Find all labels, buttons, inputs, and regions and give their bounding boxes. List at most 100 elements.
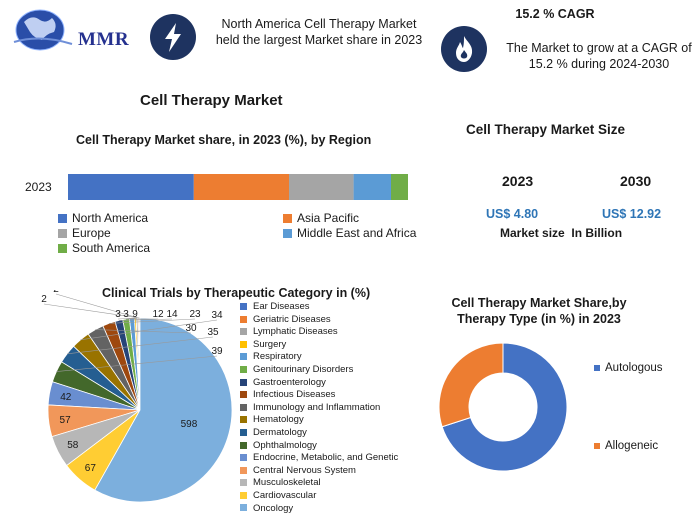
- region-legend-swatch: [283, 214, 292, 224]
- trials-leader-line: [118, 318, 173, 321]
- trials-legend-label: Musculoskeletal: [253, 477, 321, 489]
- trials-slice-oncology: [94, 317, 233, 503]
- legend-autologous-label: Autologous: [605, 362, 663, 374]
- trials-leader-line: [108, 318, 196, 324]
- year-2023-label: 2023: [502, 173, 534, 189]
- trials-leader-line: [95, 329, 192, 334]
- trials-legend-central-nervous-system: Central Nervous System: [240, 465, 400, 478]
- trials-legend-endocrine-metabolic-and-genetic: Endocrine, Metabolic, and Genetic: [240, 452, 400, 465]
- region-legend-label: South America: [72, 241, 151, 255]
- trials-legend-label: Gastroenterology: [253, 376, 326, 388]
- globe-icon: [13, 9, 73, 51]
- trials-legend-swatch: [240, 403, 247, 411]
- cagr-text: The Market to grow at a CAGR of 15.2 % d…: [506, 41, 692, 71]
- legend-allogeneic-label: Allogeneic: [605, 440, 659, 452]
- trials-value-geriatric-diseases: 2: [53, 290, 59, 295]
- flame-icon: [441, 26, 487, 72]
- trials-legend-swatch: [240, 328, 247, 336]
- region-chart-title: Cell Therapy Market share, in 2023 (%), …: [76, 133, 372, 147]
- trials-legend-label: Ear Diseases: [253, 301, 310, 312]
- region-legend-swatch: [58, 214, 67, 224]
- trials-value-central-nervous-system: 57: [60, 415, 72, 426]
- legend-allogeneic: Allogeneic: [594, 440, 658, 452]
- region-legend-swatch: [58, 244, 67, 254]
- trials-legend-label: Oncology: [253, 502, 294, 514]
- region-bar-north-america: [68, 174, 194, 200]
- trials-value-oncology: 598: [181, 419, 198, 430]
- region-legend-swatch: [283, 229, 292, 239]
- trials-legend-swatch: [240, 315, 247, 323]
- trials-legend-swatch: [240, 504, 247, 512]
- trials-legend-hematology: Hematology: [240, 414, 400, 427]
- trials-legend-genitourinary-disorders: Genitourinary Disorders: [240, 364, 400, 377]
- trials-legend-label: Genitourinary Disorders: [253, 363, 354, 375]
- clinical-trials-title: Clinical Trials by Therapeutic Category …: [102, 286, 371, 300]
- trials-value-cardiovascular: 67: [85, 463, 97, 474]
- region-bar-europe: [289, 174, 354, 200]
- trials-legend-ear-diseases: Ear Diseases: [240, 301, 400, 314]
- value-2030: US$ 12.92: [602, 207, 662, 221]
- trials-value-dermatology: 35: [207, 327, 219, 338]
- trials-leader-line: [67, 336, 214, 355]
- trials-legend-respiratory: Respiratory: [240, 351, 400, 364]
- region-legend-north-america: North America: [58, 211, 148, 225]
- trials-legend-label: Hematology: [253, 414, 304, 426]
- trials-value-ear-diseases: 2: [41, 294, 47, 305]
- clinical-trials-pie: 223391214233034353942575867598: [41, 290, 233, 503]
- region-bar-south-america: [391, 174, 408, 200]
- trials-legend-swatch: [240, 479, 247, 487]
- trials-legend-swatch: [240, 428, 247, 436]
- trials-legend-gastroenterology: Gastroenterology: [240, 377, 400, 390]
- region-legend-middle-east-and-africa: Middle East and Africa: [283, 226, 416, 240]
- trials-value-hematology: 34: [211, 310, 223, 321]
- year-2030-label: 2030: [620, 173, 652, 189]
- trials-legend-geriatric-diseases: Geriatric Diseases: [240, 314, 400, 327]
- trials-legend-swatch: [240, 378, 247, 386]
- trials-legend-label: Geriatric Diseases: [253, 313, 331, 325]
- trials-legend-label: Dermatology: [253, 426, 307, 438]
- trials-legend-label: Cardiovascular: [253, 489, 317, 501]
- trials-value-immunology-and-inflammation: 30: [185, 323, 197, 334]
- trials-value-ophthalmology: 39: [211, 346, 223, 357]
- trials-value-musculoskeletal: 58: [67, 440, 79, 451]
- region-legend-south-america: South America: [58, 241, 150, 255]
- trials-legend-label: Respiratory: [253, 351, 302, 363]
- logo-text: MMR: [78, 29, 130, 50]
- trials-legend-swatch: [240, 491, 247, 499]
- trials-value-lymphatic-diseases: 3: [115, 309, 121, 320]
- trials-legend-label: Immunology and Inflammation: [253, 401, 381, 413]
- trials-legend-label: Surgery: [253, 338, 287, 350]
- trials-legend-swatch: [240, 454, 247, 462]
- trials-legend-surgery: Surgery: [240, 339, 400, 352]
- trials-legend-musculoskeletal: Musculoskeletal: [240, 477, 400, 490]
- region-legend-europe: Europe: [58, 226, 111, 240]
- bolt-icon: [150, 14, 196, 60]
- trials-leader-line: [55, 293, 139, 319]
- trials-value-surgery: 3: [123, 309, 129, 320]
- trials-legend-swatch: [240, 340, 247, 348]
- region-legend-asia-pacific: Asia Pacific: [283, 211, 359, 225]
- therapy-type-donut: [438, 342, 568, 472]
- region-legend-label: Europe: [72, 226, 111, 240]
- donut-slice-autologous: [441, 342, 568, 472]
- trials-legend-swatch: [240, 466, 247, 474]
- cagr-title: 15.2 % CAGR: [515, 7, 595, 21]
- region-legend-label: Asia Pacific: [297, 211, 360, 225]
- region-legend-swatch: [58, 229, 67, 239]
- region-legend-label: Middle East and Africa: [297, 226, 417, 240]
- trials-value-genitourinary-disorders: 12: [152, 309, 164, 320]
- trials-legend-swatch: [240, 391, 247, 399]
- trials-legend-label: Central Nervous System: [253, 464, 356, 476]
- trials-legend-label: Ophthalmology: [253, 439, 317, 451]
- value-2023: US$ 4.80: [486, 207, 539, 221]
- legend-autologous-swatch: [594, 364, 600, 371]
- main-title: Cell Therapy Market: [140, 92, 283, 109]
- mmr-logo: MMR: [10, 4, 140, 56]
- trials-legend-label: Endocrine, Metabolic, and Genetic: [253, 452, 399, 464]
- region-legend-label: North America: [72, 211, 149, 225]
- trials-legend-swatch: [240, 365, 247, 373]
- market-size-title: Cell Therapy Market Size: [466, 122, 626, 137]
- legend-allogeneic-swatch: [594, 442, 600, 449]
- trials-legend-lymphatic-diseases: Lymphatic Diseases: [240, 326, 400, 339]
- trials-legend-oncology: Oncology: [240, 503, 400, 516]
